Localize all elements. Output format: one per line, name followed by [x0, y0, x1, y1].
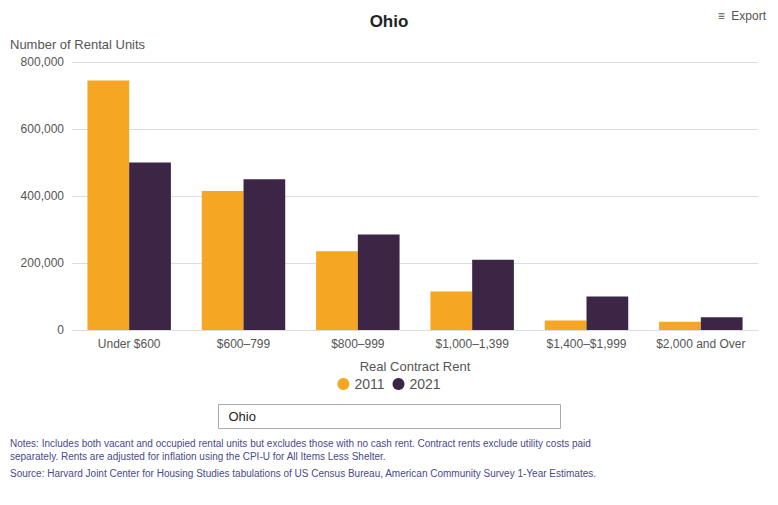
svg-text:$1,400–$1,999: $1,400–$1,999 [546, 337, 626, 351]
svg-text:Ohio: Ohio [229, 409, 256, 424]
svg-text:Source: Harvard Joint Center f: Source: Harvard Joint Center for Housing… [10, 468, 596, 479]
svg-text:Real Contract Rent: Real Contract Rent [360, 359, 471, 374]
svg-text:Ohio: Ohio [370, 12, 409, 31]
svg-text:$1,000–1,399: $1,000–1,399 [435, 337, 509, 351]
svg-text:2021: 2021 [409, 376, 440, 392]
svg-text:400,000: 400,000 [21, 189, 65, 203]
svg-text:separately. Rents are adjusted: separately. Rents are adjusted for infla… [10, 451, 386, 462]
svg-text:2011: 2011 [354, 376, 384, 392]
svg-text:Under $600: Under $600 [98, 337, 161, 351]
svg-text:Number of Rental Units: Number of Rental Units [10, 37, 146, 52]
svg-text:200,000: 200,000 [21, 256, 65, 270]
svg-text:$600–799: $600–799 [217, 337, 271, 351]
svg-text:≡ Export: ≡ Export [718, 9, 767, 23]
svg-text:600,000: 600,000 [21, 122, 65, 136]
svg-text:$2,000 and Over: $2,000 and Over [656, 337, 745, 351]
svg-text:$800–999: $800–999 [331, 337, 385, 351]
svg-text:800,000: 800,000 [21, 55, 65, 69]
svg-text:Notes: Includes both vacant an: Notes: Includes both vacant and occupied… [10, 438, 591, 449]
svg-text:0: 0 [57, 323, 64, 337]
